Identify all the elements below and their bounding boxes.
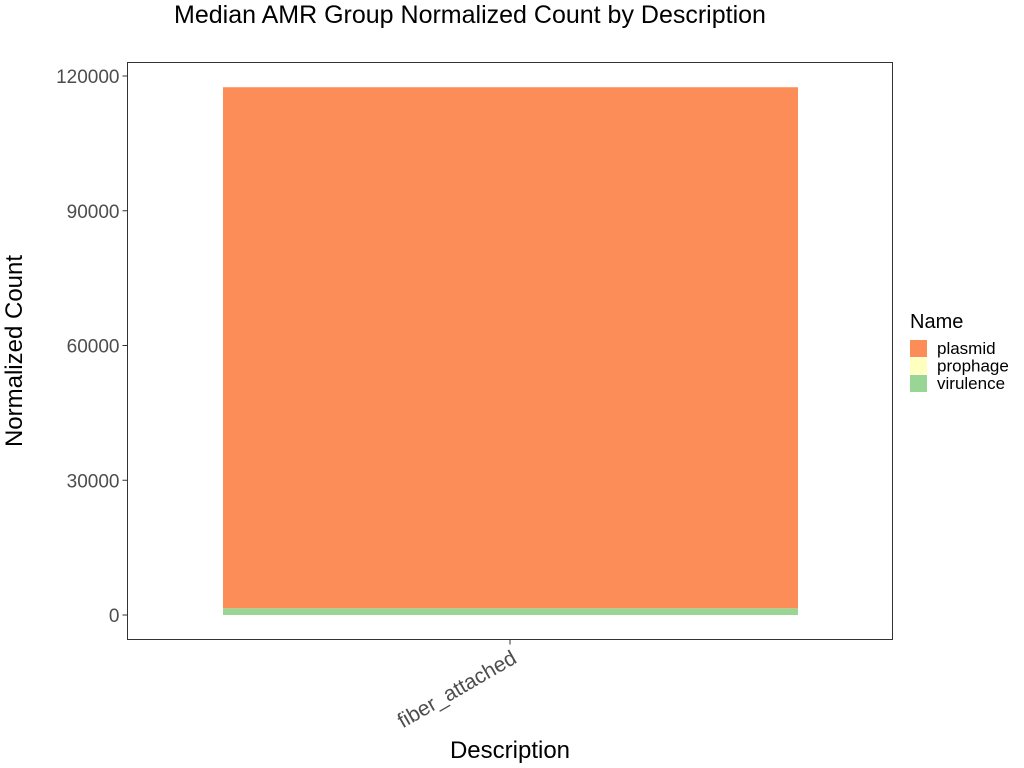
x-axis: fiber_attached xyxy=(394,639,521,733)
x-axis-title: Description xyxy=(450,737,570,764)
x-tick-label: fiber_attached xyxy=(394,646,521,732)
bar-segment-plasmid xyxy=(223,87,798,609)
legend-title: Name xyxy=(910,311,963,333)
y-tick-label: 120000 xyxy=(56,67,119,88)
chart-title: Median AMR Group Normalized Count by Des… xyxy=(174,1,766,29)
legend-label-virulence: virulence xyxy=(937,374,1005,393)
legend-label-plasmid: plasmid xyxy=(937,339,996,358)
y-tick-label: 0 xyxy=(109,606,120,627)
y-axis-title: Normalized Count xyxy=(1,255,28,447)
legend-key-virulence xyxy=(910,375,927,392)
bar-segment-virulence xyxy=(223,608,798,615)
y-tick-label: 60000 xyxy=(67,337,120,358)
legend-key-plasmid xyxy=(910,340,927,357)
legend-key-prophage xyxy=(910,357,927,375)
bar-layer xyxy=(223,87,798,615)
legend-label-prophage: prophage xyxy=(937,357,1009,376)
y-tick-label: 90000 xyxy=(67,202,120,223)
y-tick-label: 30000 xyxy=(67,471,120,492)
y-axis: 0 30000 60000 90000 120000 xyxy=(56,67,128,627)
